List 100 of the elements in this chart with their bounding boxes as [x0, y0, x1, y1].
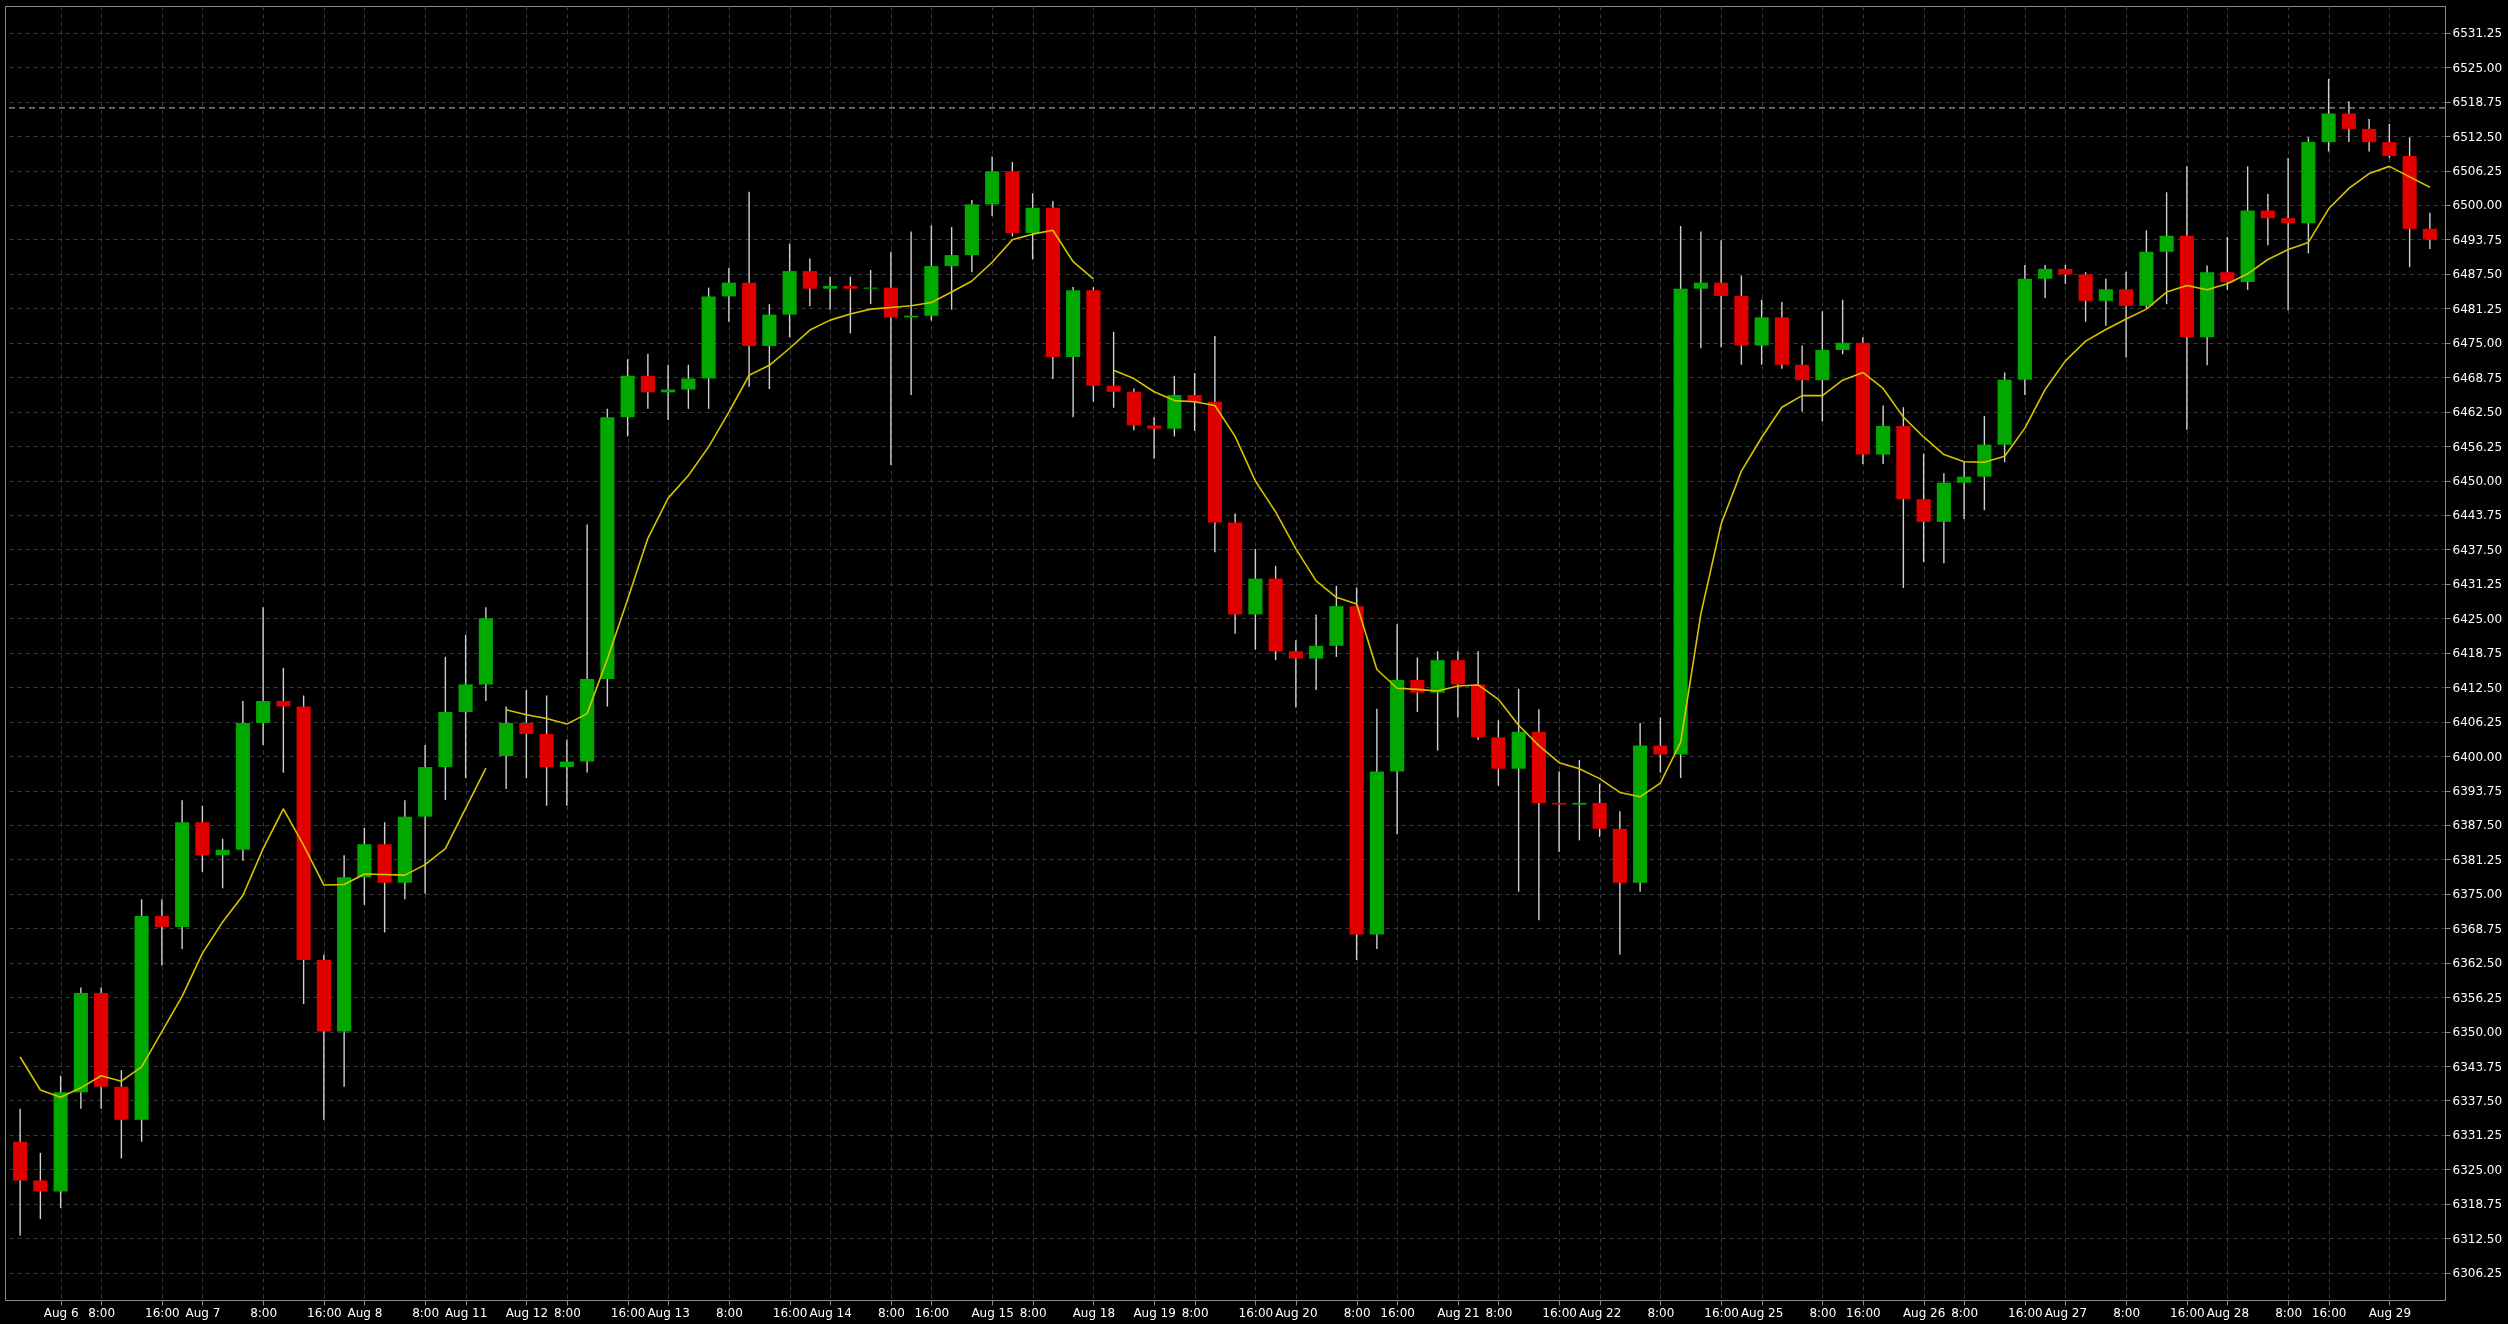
x-tick-label: 8:00: [1951, 1305, 1979, 1320]
y-tick-label: 6406.25: [2452, 715, 2503, 730]
line-series: [19, 767, 487, 1098]
y-tick-label: 6500.00: [2452, 198, 2503, 213]
y-tick-label: 6393.75: [2452, 784, 2503, 798]
x-tick-label: 8:00: [1343, 1305, 1371, 1320]
y-tick-label: 6306.25: [2452, 1266, 2503, 1281]
candlestick: [276, 667, 291, 774]
y-tick-label: 6350.00: [2452, 1025, 2503, 1040]
x-tick-label: 16:00: [2311, 1305, 2347, 1320]
x-tick-label: 16:00: [772, 1305, 808, 1320]
candlestick: [1552, 770, 1567, 853]
candlestick: [2382, 123, 2397, 159]
x-tick-label: 8:00: [2275, 1305, 2303, 1320]
candlestick: [2038, 264, 2053, 299]
candlestick: [1187, 372, 1202, 432]
x-tick-label: 16:00: [1542, 1305, 1577, 1320]
y-tick-label: 6525.00: [2452, 60, 2503, 75]
y-tick-label: 6368.75: [2452, 921, 2503, 936]
x-tick-label: Aug 20: [1275, 1305, 1318, 1320]
y-tick-label: 6325.00: [2452, 1162, 2503, 1177]
y-tick-label: 6425.00: [2452, 611, 2503, 626]
candlestick: [2220, 236, 2235, 291]
x-tick-label: 16:00: [914, 1305, 950, 1320]
x-tick-label: Aug 26: [1902, 1305, 1946, 1320]
x-tick-label: Aug 25: [1740, 1305, 1784, 1320]
x-tick-label: 8:00: [2113, 1305, 2141, 1320]
candlestick: [944, 226, 959, 311]
y-tick-label: 6312.50: [2452, 1231, 2503, 1246]
y-tick-label: 6443.75: [2452, 508, 2503, 523]
candlestick: [2159, 191, 2174, 305]
y-tick-label: 6331.25: [2452, 1128, 2503, 1143]
x-tick-label: Aug 11: [444, 1305, 488, 1320]
candlestick: [559, 738, 574, 807]
x-tick-label: 8:00: [715, 1305, 743, 1320]
candlestick: [2119, 270, 2134, 359]
x-tick-label: 16:00: [1380, 1305, 1415, 1320]
x-tick-label: 16:00: [307, 1305, 342, 1320]
x-tick-label: 8:00: [1019, 1305, 1047, 1320]
y-tick-label: 6343.75: [2452, 1059, 2503, 1074]
x-tick-label: 8:00: [88, 1305, 116, 1320]
x-tick-label: Aug 27: [2044, 1305, 2088, 1320]
x-tick-label: Aug 28: [2206, 1305, 2250, 1320]
candlestick: [681, 364, 696, 410]
y-tick-label: 6481.25: [2452, 301, 2503, 316]
candlestick: [1795, 344, 1810, 413]
candlestick: [2341, 100, 2356, 143]
x-tick-label: Aug 19: [1133, 1305, 1176, 1320]
y-tick-label: 6356.25: [2452, 990, 2503, 1005]
y-tick-label: 6437.50: [2452, 542, 2503, 557]
candlestick: [1693, 230, 1708, 349]
x-tick-label: 16:00: [2008, 1305, 2043, 1320]
y-tick-label: 6362.50: [2452, 956, 2503, 971]
candlestick: [2058, 264, 2073, 285]
y-tick-label: 6531.25: [2452, 26, 2503, 41]
candlestick: [154, 898, 169, 967]
y-tick-label: 6387.50: [2452, 818, 2503, 833]
x-tick-label: 8:00: [1809, 1305, 1837, 1320]
y-tick-label: 6381.25: [2452, 852, 2503, 867]
candlestick: [1572, 759, 1587, 842]
candlestick: [1288, 639, 1303, 709]
x-tick-label: Aug 6: [43, 1305, 79, 1320]
y-tick-label: 6506.25: [2452, 164, 2503, 179]
x-tick-label: Aug 7: [185, 1305, 221, 1320]
y-tick-label: 6512.50: [2452, 129, 2503, 144]
candlestick: [843, 275, 858, 335]
x-tick-label: 8:00: [553, 1305, 581, 1320]
x-tick-label: 8:00: [877, 1305, 905, 1320]
x-tick-label: 8:00: [1485, 1305, 1513, 1320]
candlestick: [1957, 460, 1972, 520]
x-tick-label: 8:00: [1181, 1305, 1209, 1320]
candlestick: [256, 606, 271, 746]
candlestick: [802, 257, 817, 308]
x-tick-label: 16:00: [1238, 1305, 1274, 1320]
y-tick-label: 6412.50: [2452, 680, 2503, 695]
candlestick: [1147, 416, 1162, 460]
x-tick-label: 16:00: [145, 1305, 180, 1320]
x-tick-label: 16:00: [2170, 1305, 2205, 1320]
x-tick-label: Aug 21: [1437, 1305, 1480, 1320]
x-tick-label: 16:00: [1704, 1305, 1739, 1320]
y-tick-label: 6475.00: [2452, 336, 2503, 351]
candlestick: [1916, 452, 1931, 563]
x-tick-label: Aug 18: [1072, 1305, 1116, 1320]
candlestick: [2281, 157, 2296, 311]
candlestick: [1309, 613, 1324, 691]
candlestick: [2260, 193, 2275, 246]
x-tick-label: Aug 8: [347, 1305, 383, 1320]
candlestick: [823, 275, 838, 311]
candlestick: [1835, 299, 1850, 355]
candlestick: [33, 1152, 48, 1220]
x-tick-label: Aug 13: [647, 1305, 690, 1320]
y-tick-label: 6431.25: [2452, 577, 2503, 592]
x-tick-label: 16:00: [610, 1305, 646, 1320]
candlestick: [1106, 331, 1121, 409]
candlestick: [2422, 211, 2437, 250]
y-tick-label: 6462.50: [2452, 405, 2503, 420]
candlestick: [721, 267, 736, 323]
candlestick: [1714, 239, 1729, 348]
line-series: [505, 229, 1095, 725]
line-series: [1112, 165, 2431, 798]
